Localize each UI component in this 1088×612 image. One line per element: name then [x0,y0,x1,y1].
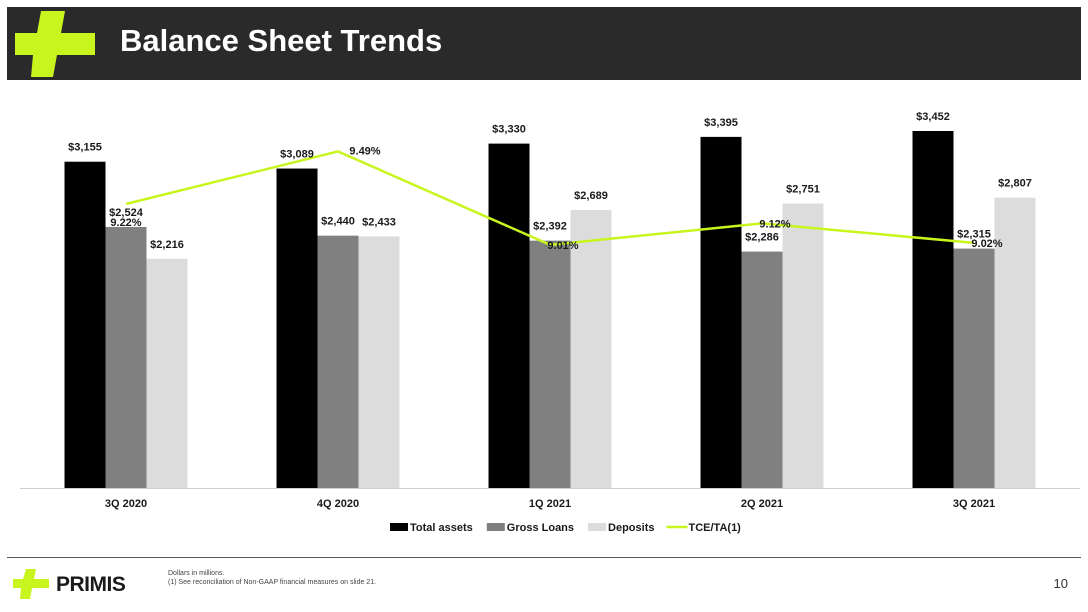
bar-deposits-1 [358,236,400,488]
bar-label-deposits-2: $2,689 [574,190,608,202]
legend-swatch-gross-loans [486,523,505,531]
line-label-tce-ta-1: 9.49% [349,145,380,157]
footer-divider [7,557,1081,558]
page-title: Balance Sheet Trends [120,23,443,58]
line-label-tce-ta-2: 9.01% [547,240,578,252]
balance-sheet-chart: $3,155 $2,524 $2,216 $3,089 $2,440 $2,433 $3,3… [20,111,1080,534]
bar-label-deposits-3: $2,751 [786,183,820,195]
legend-label-total-assets: Total assets [410,522,473,534]
legend-swatch-deposits [588,523,607,531]
bar-label-gross-loans-2: $2,392 [533,221,567,233]
bar-label-total-assets-2: $3,330 [492,124,526,136]
x-tick-label-1: 4Q 2020 [317,498,359,510]
line-label-tce-ta-0: 9.22% [110,217,141,229]
line-tce-ta [125,150,975,247]
legend-swatch-total-assets [390,523,408,531]
footnote-units: Dollars in millions. [168,570,225,577]
bar-total-assets-2 [488,143,530,488]
bar-deposits-2 [570,209,612,488]
bar-label-gross-loans-1: $2,440 [321,216,355,228]
bar-label-deposits-1: $2,433 [362,216,396,228]
bar-label-total-assets-3: $3,395 [704,117,738,129]
bar-gross-loans-4 [953,248,995,488]
header-bar: Balance Sheet Trends [7,7,1081,80]
x-tick-label-4: 3Q 2021 [953,498,995,510]
bar-label-total-assets-4: $3,452 [916,111,950,123]
footnotes: Dollars in millions. (1) See reconciliat… [168,569,376,587]
bar-label-gross-loans-0: $2,524 [109,207,144,219]
legend-label-gross-loans: Gross Loans [507,522,574,534]
bar-gross-loans-1 [317,235,359,488]
bar-label-total-assets-1: $3,089 [280,149,314,161]
primis-footer-logo-icon [13,569,49,599]
footnote-reconciliation: (1) See reconciliation of Non-GAAP finan… [168,579,377,586]
primis-cross-logo-icon [15,11,95,77]
x-tick-label-3: 2Q 2021 [741,498,783,510]
bar-total-assets-3 [700,136,742,488]
brand-wordmark: PRIMIS [56,573,126,596]
bar-total-assets-0 [64,161,106,488]
bar-gross-loans-0 [105,226,147,488]
page-number: 10 [1053,576,1068,591]
legend-label-tce-ta-1-: TCE/TA(1) [689,522,742,534]
line-label-tce-ta-3: 9.12% [759,218,790,230]
bar-deposits-3 [782,203,824,488]
bar-deposits-4 [994,197,1036,489]
line-label-tce-ta-4: 9.02% [971,238,1002,250]
bar-gross-loans-3 [741,251,783,488]
bar-label-gross-loans-3: $2,286 [745,232,779,244]
bar-gross-loans-2 [529,240,571,488]
bar-label-deposits-0: $2,216 [150,239,184,251]
bar-label-total-assets-0: $3,155 [68,142,102,154]
x-tick-label-2: 1Q 2021 [529,498,571,510]
bar-label-deposits-4: $2,807 [998,178,1032,190]
legend-label-deposits: Deposits [608,522,654,534]
bar-total-assets-4 [912,130,954,488]
bar-deposits-0 [146,258,188,488]
bar-total-assets-1 [276,168,318,489]
bar-label-gross-loans-4: $2,315 [957,229,991,241]
x-tick-label-0: 3Q 2020 [105,498,147,510]
